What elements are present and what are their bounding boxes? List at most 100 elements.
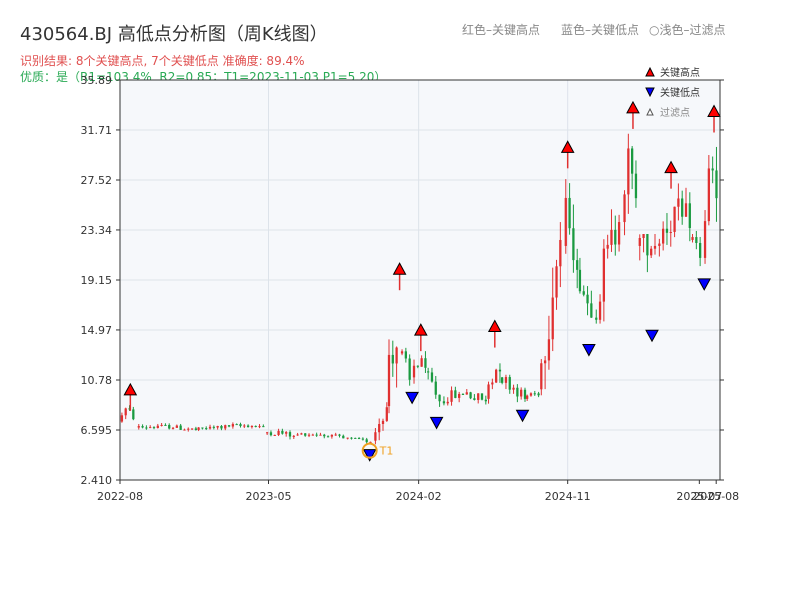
candle-body: [149, 427, 152, 429]
candle-body: [559, 239, 562, 267]
candle-body: [412, 365, 416, 378]
candle-body: [450, 390, 453, 402]
candle-body: [342, 435, 345, 439]
candle-body: [378, 423, 381, 433]
candle-body: [208, 426, 212, 429]
candle-body: [555, 266, 558, 298]
key-low-marker: [645, 329, 659, 343]
candle-body: [424, 358, 427, 368]
candle-body: [128, 408, 131, 410]
candle-body: [246, 425, 250, 428]
candle-body: [551, 297, 554, 340]
candle-body: [564, 197, 567, 246]
candle-body: [220, 425, 223, 429]
y-tick-label: 23.34: [81, 224, 113, 237]
candle-body: [416, 365, 419, 367]
candle-body: [576, 260, 579, 270]
candle-body: [175, 425, 178, 428]
y-tick-label: 2.410: [81, 474, 113, 487]
candle-body: [258, 426, 261, 428]
candle-body: [357, 438, 361, 440]
candle-body: [533, 393, 536, 395]
result-summary: 识别结果: 8个关键高点, 7个关键低点 准确度: 89.4%: [20, 54, 305, 68]
y-tick-label: 31.71: [81, 124, 113, 137]
candle-body: [681, 198, 684, 217]
candle-body: [212, 426, 215, 428]
candle-body: [338, 434, 341, 436]
candle-body: [638, 238, 641, 246]
candle-body: [578, 269, 582, 292]
candle-body: [500, 377, 504, 383]
candle-body: [311, 434, 314, 436]
key-high-marker: [487, 319, 502, 333]
candle-body: [582, 291, 585, 295]
key-low-marker: [429, 416, 444, 430]
candle-body: [703, 221, 707, 258]
candle-body: [504, 377, 508, 383]
candle-body: [634, 173, 638, 199]
candle-body: [707, 168, 710, 222]
candle-body: [187, 428, 190, 430]
candle-body: [326, 436, 330, 438]
candle-body: [526, 395, 529, 399]
key-high-marker: [664, 160, 678, 174]
candle-body: [164, 424, 167, 426]
legend-filtered-swatch: [646, 107, 654, 116]
axes: 2.410 6.595 10.78 14.97 19.15 23.34 27.52 31.71…: [81, 74, 740, 503]
x-tick-label: 2023-05: [246, 490, 292, 503]
candle-body: [288, 432, 292, 437]
candle-body: [160, 424, 163, 426]
candle-body: [346, 437, 349, 439]
candles: [120, 133, 718, 445]
candle-body: [197, 427, 200, 430]
key-high-marker: [392, 262, 407, 275]
candle-body: [547, 339, 551, 361]
y-tick-label: 6.595: [81, 424, 113, 437]
candle-body: [650, 248, 653, 256]
candle-body: [477, 393, 480, 400]
candle-body: [381, 420, 385, 424]
candle-body: [458, 393, 461, 398]
candle-body: [334, 434, 337, 436]
candle-body: [540, 363, 543, 390]
legend-filtered-label: 过滤点: [660, 106, 690, 119]
candle-body: [350, 437, 353, 439]
candle-body: [124, 408, 127, 416]
legend-low-label: 关键低点: [660, 86, 700, 99]
candle-body: [480, 393, 484, 400]
candle-body: [285, 432, 288, 434]
candle-body: [304, 433, 307, 436]
top-legend-blue: 蓝色–关键低点: [561, 23, 640, 37]
candle-body: [568, 197, 571, 229]
candle-body: [404, 351, 407, 359]
candle-body: [395, 347, 398, 364]
candle-body: [691, 237, 694, 240]
candle-body: [137, 426, 140, 428]
key-low-marker: [582, 344, 596, 357]
candle-body: [300, 433, 303, 435]
x-tick-label: 2024-11: [545, 490, 591, 503]
legend-high-label: 关键高点: [660, 66, 700, 79]
candle-body: [269, 432, 273, 436]
candle-body: [171, 427, 175, 429]
candle-body: [454, 390, 457, 398]
candle-body: [408, 358, 411, 380]
candle-body: [677, 198, 680, 207]
key-high-marker: [123, 382, 138, 396]
candle-body: [642, 234, 645, 239]
candle-body: [235, 424, 238, 426]
candle-body: [495, 369, 498, 383]
candle-body: [646, 234, 649, 256]
candle-body: [141, 426, 144, 428]
candle-body: [190, 428, 194, 430]
key-high-marker: [707, 104, 721, 118]
candle-body: [572, 228, 575, 261]
candle-body: [631, 148, 634, 174]
candle-body: [205, 428, 208, 430]
candle-body: [307, 434, 311, 436]
candle-body: [168, 424, 171, 429]
candle-body: [590, 303, 593, 318]
candle-body: [254, 425, 257, 427]
